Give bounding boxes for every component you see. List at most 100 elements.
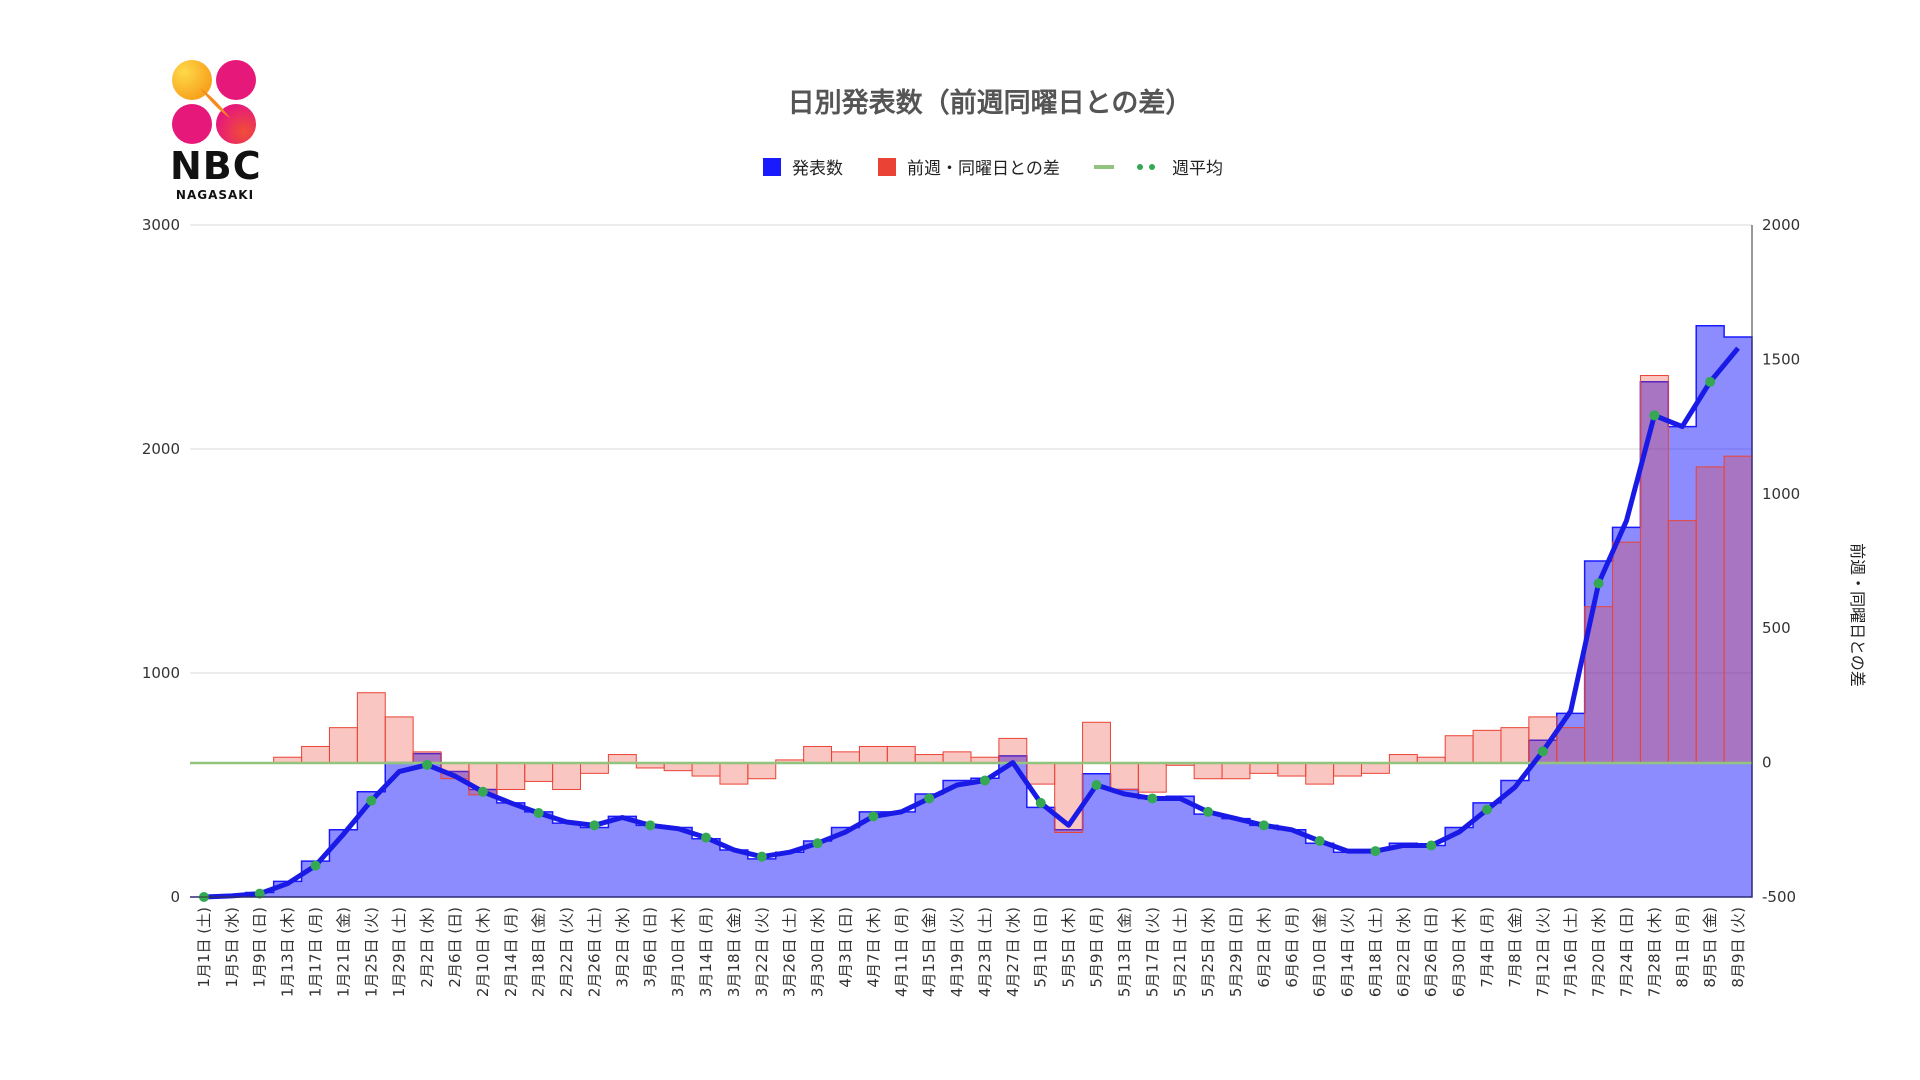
- x-tick-label: 1月17日 (月): [307, 907, 325, 997]
- x-tick-label: 7月8日 (金): [1506, 907, 1524, 988]
- diff-bar: [942, 751, 972, 764]
- x-tick-label: 5月1日 (日): [1032, 907, 1050, 988]
- x-tick-label: 2月18日 (金): [530, 907, 548, 997]
- x-tick-label: 3月14日 (月): [697, 907, 715, 997]
- x-tick-label: 4月7日 (木): [864, 907, 882, 988]
- x-tick-label: 1月29日 (土): [390, 907, 408, 997]
- left-tick-label: 2000: [142, 440, 180, 458]
- x-tick-label: 5月9日 (月): [1088, 907, 1106, 988]
- diff-bar: [384, 716, 414, 764]
- right-tick-label: 1000: [1762, 485, 1800, 503]
- x-tick-label: 5月25日 (水): [1199, 907, 1217, 997]
- x-tick-label: 7月20日 (水): [1590, 907, 1608, 997]
- diff-bar: [524, 762, 554, 782]
- x-tick-label: 2月6日 (日): [446, 907, 464, 988]
- chart-title: 日別発表数（前週同曜日との差）: [788, 87, 1193, 119]
- legend-swatch-cases: [763, 158, 781, 176]
- diff-bar: [1277, 762, 1307, 777]
- x-tick-label: 1月9日 (日): [251, 907, 269, 988]
- weekly-avg-dot: [477, 786, 488, 797]
- logo-subtitle: NAGASAKI: [175, 188, 255, 202]
- weekly-avg-dot: [1147, 793, 1158, 804]
- x-tick-label: 6月22日 (水): [1394, 907, 1412, 997]
- diff-bar: [496, 762, 526, 790]
- diff-bar: [1612, 541, 1641, 764]
- diff-bar: [1667, 520, 1697, 764]
- weekly-avg-dot: [1203, 806, 1214, 817]
- x-tick-label: 3月2日 (水): [613, 907, 631, 988]
- diff-bar: [1472, 729, 1502, 764]
- weekly-avg-dot: [1426, 840, 1437, 851]
- x-tick-label: 4月15日 (金): [920, 907, 938, 997]
- diff-bar: [552, 762, 581, 790]
- weekly-avg-dot: [254, 888, 265, 899]
- right-tick-label: 500: [1762, 619, 1791, 637]
- x-tick-label: 6月18日 (土): [1366, 907, 1384, 997]
- legend-label-weekly-avg: 週平均: [1172, 159, 1223, 179]
- diff-bar: [1193, 762, 1223, 780]
- x-tick-label: 1月25日 (火): [362, 907, 380, 997]
- right-tick-label: 0: [1762, 754, 1772, 772]
- diff-bar: [1556, 727, 1586, 764]
- x-tick-label: 2月10日 (木): [474, 907, 492, 997]
- diff-bar: [1026, 762, 1056, 785]
- left-tick-label: 1000: [142, 664, 180, 682]
- x-tick-label: 6月14日 (火): [1339, 907, 1357, 997]
- x-tick-label: 4月3日 (日): [836, 907, 854, 988]
- legend-swatch-avg-dot-2: [1149, 164, 1155, 170]
- weekly-avg-dot: [1537, 746, 1548, 757]
- cases-area: [190, 325, 1753, 898]
- x-tick-label: 3月6日 (日): [641, 907, 659, 988]
- x-tick-label: 7月12日 (火): [1534, 907, 1552, 997]
- x-tick-label: 7月24日 (日): [1617, 907, 1635, 997]
- cases-series: [190, 325, 1753, 898]
- x-tick-label: 6月2日 (木): [1255, 907, 1273, 988]
- x-tick-label: 8月5日 (金): [1701, 907, 1719, 988]
- x-tick-label: 3月22日 (火): [753, 907, 771, 997]
- left-tick-label: 3000: [142, 216, 180, 234]
- weekly-avg-dot: [1705, 376, 1716, 387]
- diff-bar: [691, 762, 721, 777]
- diff-bar: [1388, 754, 1418, 764]
- weekly-avg-dot: [533, 808, 544, 818]
- weekly-avg-dot: [868, 811, 879, 822]
- diff-bar: [1444, 735, 1474, 764]
- x-tick-label: 5月21日 (土): [1171, 907, 1189, 997]
- diff-bar: [1500, 727, 1530, 764]
- weekly-avg-dot: [1035, 797, 1046, 808]
- x-tick-label: 8月1日 (月): [1673, 907, 1691, 988]
- weekly-avg-dot: [1314, 836, 1325, 846]
- x-tick-label: 1月13日 (木): [279, 907, 297, 997]
- legend-swatch-diff: [878, 158, 896, 176]
- x-tick-label: 2月2日 (水): [418, 907, 436, 988]
- left-tick-label: 0: [170, 888, 180, 906]
- diff-bar: [1305, 762, 1335, 785]
- x-tick-label: 4月23日 (土): [976, 907, 994, 997]
- diff-bar: [1723, 455, 1753, 764]
- weekly-avg-line: [203, 346, 1740, 900]
- weekly-avg-dot: [1091, 780, 1102, 790]
- weekly-avg-dot: [366, 795, 377, 806]
- x-tick-label: 6月6日 (月): [1283, 907, 1301, 988]
- x-tick-label: 7月4日 (月): [1478, 907, 1496, 988]
- legend-label-diff: 前週・同曜日との差: [907, 159, 1060, 179]
- nbc-logo-mark: [172, 60, 256, 144]
- x-tick-label: 2月26日 (土): [585, 907, 603, 997]
- legend-swatch-avg-dot-1: [1137, 164, 1143, 170]
- diff-bar: [1137, 762, 1167, 793]
- diff-bar: [1639, 375, 1669, 764]
- diff-bar: [301, 745, 330, 764]
- diff-bar: [1333, 762, 1363, 777]
- x-tick-label: 5月17日 (火): [1143, 907, 1161, 997]
- diff-bar: [914, 754, 944, 764]
- legend-label-cases: 発表数: [792, 159, 843, 179]
- weekly-avg-dot: [645, 820, 656, 831]
- weekly-avg-dot: [979, 775, 990, 786]
- right-tick-label: 1500: [1762, 350, 1800, 368]
- logo-name: NBC: [170, 144, 262, 188]
- diff-bar: [1082, 721, 1111, 764]
- right-tick-label: -500: [1762, 888, 1796, 906]
- weekly-avg-dot: [1649, 410, 1660, 421]
- diff-bar: [607, 754, 637, 764]
- x-tick-label: 4月19日 (火): [948, 907, 966, 997]
